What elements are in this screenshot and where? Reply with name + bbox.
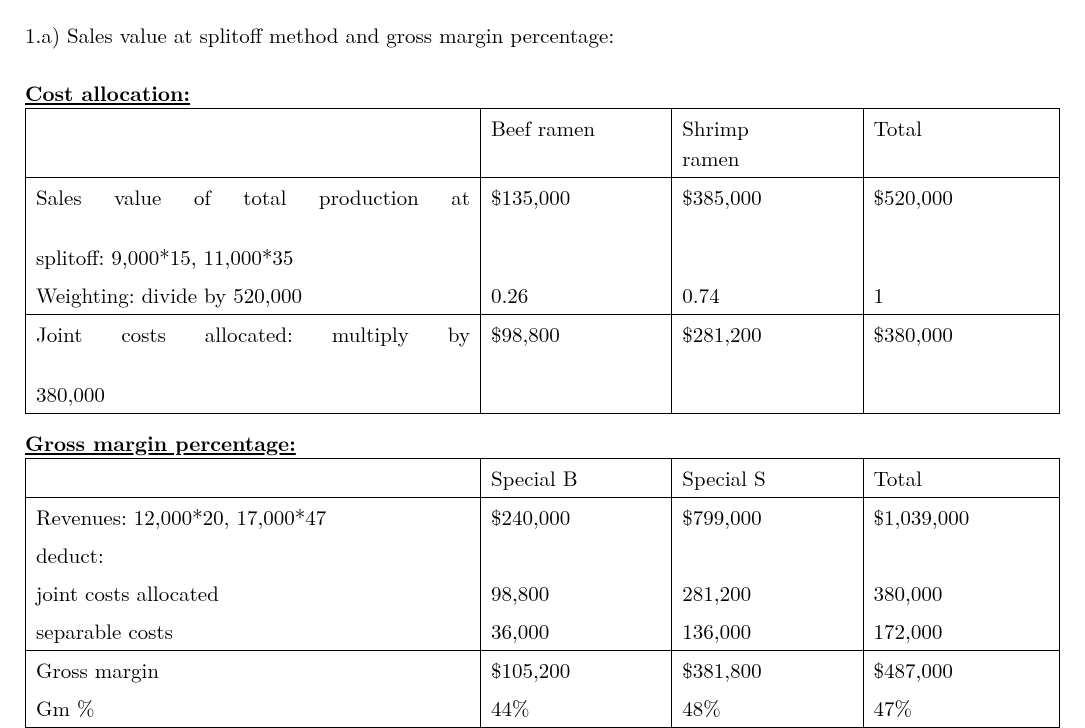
cell-value: 281,200 bbox=[672, 574, 863, 612]
cell-value: 98,800 bbox=[480, 574, 671, 612]
header-total: Total bbox=[863, 459, 1059, 498]
table-row: Gm % 44% 48% 47% bbox=[26, 689, 1060, 728]
cell-value bbox=[863, 536, 1059, 574]
cell-value: 0.26 bbox=[480, 276, 671, 315]
cell-value: $105,200 bbox=[480, 651, 671, 690]
cell-value: $381,800 bbox=[672, 651, 863, 690]
table-row: deduct: bbox=[26, 536, 1060, 574]
cell-value: 136,000 bbox=[672, 612, 863, 651]
header-total: Total bbox=[863, 109, 1059, 178]
cell-value: $240,000 bbox=[480, 498, 671, 537]
table-header-row: Special B Special S Total bbox=[26, 459, 1060, 498]
cell-value bbox=[672, 536, 863, 574]
cell-value: 380,000 bbox=[863, 574, 1059, 612]
cell-value bbox=[480, 536, 671, 574]
cell-value: $487,000 bbox=[863, 651, 1059, 690]
cell-value: 172,000 bbox=[863, 612, 1059, 651]
row-label: joint costs allocated bbox=[26, 574, 481, 612]
table-row: Joint costs allocated: multiply by 380,0… bbox=[26, 315, 1060, 414]
section-heading-gross-margin: Gross margin percentage: bbox=[25, 428, 1060, 458]
cost-allocation-table: Beef ramen Shrimp ramen Total Sales valu… bbox=[25, 108, 1060, 414]
table-row: Revenues: 12,000*20, 17,000*47 $240,000 … bbox=[26, 498, 1060, 537]
row-label: Sales value of total production at split… bbox=[26, 178, 481, 277]
row-label: Gm % bbox=[26, 689, 481, 728]
header-shrimp: Shrimp ramen bbox=[672, 109, 863, 178]
table-header-row: Beef ramen Shrimp ramen Total bbox=[26, 109, 1060, 178]
header-empty bbox=[26, 109, 481, 178]
row-label: Gross margin bbox=[26, 651, 481, 690]
cell-value: $380,000 bbox=[863, 315, 1059, 414]
section-heading-cost-allocation: Cost allocation: bbox=[25, 78, 1060, 108]
cell-value: 0.74 bbox=[672, 276, 863, 315]
cell-value: 36,000 bbox=[480, 612, 671, 651]
cell-value: 47% bbox=[863, 689, 1059, 728]
table-row: joint costs allocated 98,800 281,200 380… bbox=[26, 574, 1060, 612]
cell-value: $385,000 bbox=[672, 178, 863, 277]
row-label: Revenues: 12,000*20, 17,000*47 bbox=[26, 498, 481, 537]
cell-value: 1 bbox=[863, 276, 1059, 315]
row-label: separable costs bbox=[26, 612, 481, 651]
cell-value: 48% bbox=[672, 689, 863, 728]
cell-value: $799,000 bbox=[672, 498, 863, 537]
row-label: deduct: bbox=[26, 536, 481, 574]
table-row: separable costs 36,000 136,000 172,000 bbox=[26, 612, 1060, 651]
table-row: Gross margin $105,200 $381,800 $487,000 bbox=[26, 651, 1060, 690]
table-row: Weighting: divide by 520,000 0.26 0.74 1 bbox=[26, 276, 1060, 315]
cell-value: $1,039,000 bbox=[863, 498, 1059, 537]
cell-value: $281,200 bbox=[672, 315, 863, 414]
header-beef: Beef ramen bbox=[480, 109, 671, 178]
header-special-s: Special S bbox=[672, 459, 863, 498]
cell-value: 44% bbox=[480, 689, 671, 728]
table-row: Sales value of total production at split… bbox=[26, 178, 1060, 277]
gross-margin-table: Special B Special S Total Revenues: 12,0… bbox=[25, 458, 1060, 728]
header-empty bbox=[26, 459, 481, 498]
header-special-b: Special B bbox=[480, 459, 671, 498]
row-label: Joint costs allocated: multiply by 380,0… bbox=[26, 315, 481, 414]
page-title: 1.a) Sales value at splitoff method and … bbox=[25, 20, 1060, 50]
cell-value: $520,000 bbox=[863, 178, 1059, 277]
cell-value: $98,800 bbox=[480, 315, 671, 414]
row-label: Weighting: divide by 520,000 bbox=[26, 276, 481, 315]
cell-value: $135,000 bbox=[480, 178, 671, 277]
